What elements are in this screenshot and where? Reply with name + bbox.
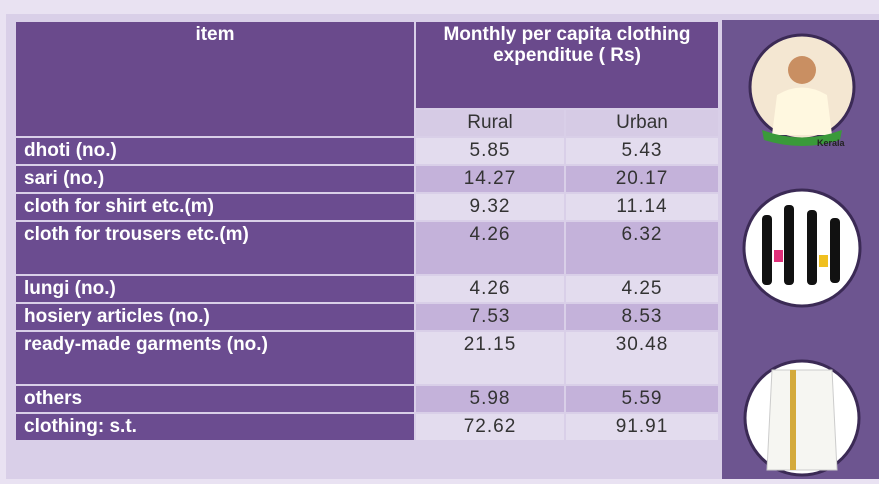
image-panel: Kerala: [722, 20, 879, 479]
rural-cell: 4.26: [416, 276, 564, 302]
figure-head: [788, 56, 816, 84]
urban-cell: 5.59: [566, 386, 718, 412]
image-shoppers: [744, 190, 860, 306]
rural-cell: 5.85: [416, 138, 564, 164]
urban-cell: 20.17: [566, 166, 718, 192]
item-cell: sari (no.): [16, 166, 414, 192]
dhoti-cloth: [767, 370, 837, 470]
item-cell: others: [16, 386, 414, 412]
urban-cell: 8.53: [566, 304, 718, 330]
bag: [819, 255, 828, 267]
rural-cell: 7.53: [416, 304, 564, 330]
bag: [774, 250, 783, 262]
images: Kerala: [722, 20, 879, 479]
rural-cell: 21.15: [416, 332, 564, 384]
rural-cell: 4.26: [416, 222, 564, 274]
rural-cell: 72.62: [416, 414, 564, 440]
header-group: Monthly per capita clothing expenditue (…: [416, 22, 718, 108]
dhoti-border: [790, 370, 796, 470]
rural-cell: 14.27: [416, 166, 564, 192]
urban-cell: 91.91: [566, 414, 718, 440]
urban-cell: 30.48: [566, 332, 718, 384]
header-item: item: [16, 22, 414, 136]
item-cell: cloth for shirt etc.(m): [16, 194, 414, 220]
item-cell: clothing: s.t.: [16, 414, 414, 440]
page: item Monthly per capita clothing expendi…: [0, 0, 879, 479]
item-cell: lungi (no.): [16, 276, 414, 302]
urban-cell: 6.32: [566, 222, 718, 274]
urban-cell: 11.14: [566, 194, 718, 220]
item-cell: hosiery articles (no.): [16, 304, 414, 330]
figure-dress: [772, 88, 832, 136]
item-cell: dhoti (no.): [16, 138, 414, 164]
header-urban: Urban: [566, 110, 718, 136]
table: item Monthly per capita clothing expendi…: [14, 20, 720, 442]
badge-label: Kerala: [817, 138, 846, 148]
header-rural: Rural: [416, 110, 564, 136]
item-cell: ready-made garments (no.): [16, 332, 414, 384]
item-cell: cloth for trousers etc.(m): [16, 222, 414, 274]
rural-cell: 5.98: [416, 386, 564, 412]
urban-cell: 5.43: [566, 138, 718, 164]
urban-cell: 4.25: [566, 276, 718, 302]
rural-cell: 9.32: [416, 194, 564, 220]
